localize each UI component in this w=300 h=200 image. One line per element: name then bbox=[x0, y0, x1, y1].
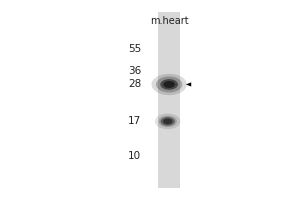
Ellipse shape bbox=[155, 114, 180, 129]
Ellipse shape bbox=[160, 117, 175, 126]
Ellipse shape bbox=[160, 79, 178, 90]
Text: m.heart: m.heart bbox=[150, 16, 188, 26]
Bar bbox=[158, 12, 180, 188]
Ellipse shape bbox=[156, 76, 182, 92]
Ellipse shape bbox=[158, 116, 177, 127]
Ellipse shape bbox=[163, 119, 172, 124]
Text: 55: 55 bbox=[128, 44, 141, 54]
Text: 28: 28 bbox=[128, 79, 141, 89]
Text: 17: 17 bbox=[128, 116, 141, 126]
Text: 36: 36 bbox=[128, 66, 141, 76]
Ellipse shape bbox=[152, 74, 187, 95]
Polygon shape bbox=[186, 82, 191, 87]
Ellipse shape bbox=[164, 81, 175, 88]
Text: 10: 10 bbox=[128, 151, 141, 161]
